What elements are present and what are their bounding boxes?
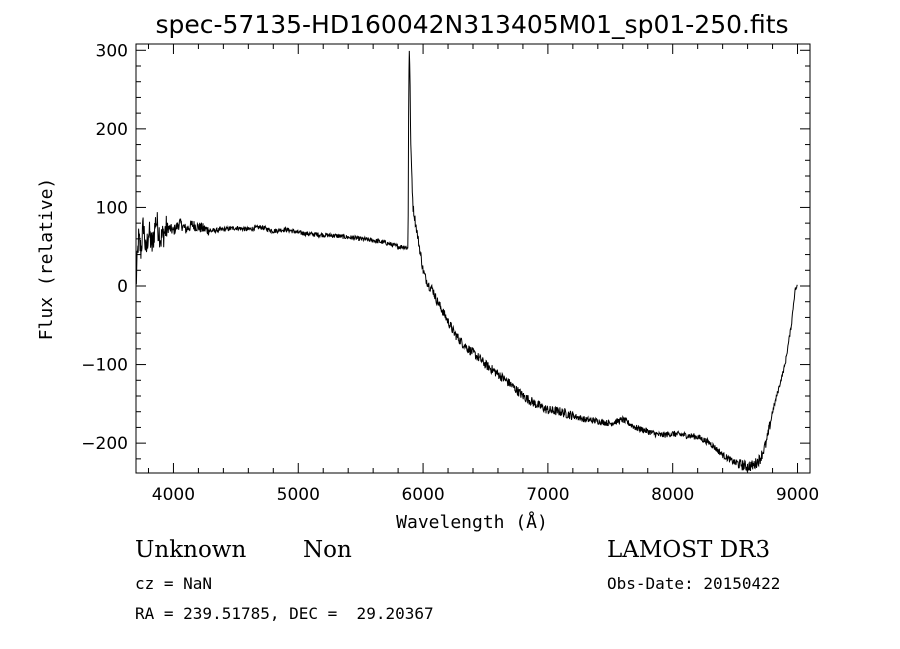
y-tick-label: 100: [96, 198, 128, 218]
x-tick-label: 5000: [277, 485, 320, 505]
y-tick-label: 300: [96, 41, 128, 61]
x-tick-labels: 4000 5000 6000 7000 8000 9000: [152, 485, 819, 505]
x-tick-label: 8000: [651, 485, 694, 505]
y-tick-label: −200: [81, 434, 128, 454]
tick-group: [136, 44, 810, 473]
x-tick-label: 4000: [152, 485, 195, 505]
x-tick-label: 7000: [526, 485, 569, 505]
y-tick-labels: −200 −100 0 100 200 300: [81, 41, 128, 454]
obs-date: Obs-Date: 20150422: [607, 574, 781, 593]
y-tick-label: 200: [96, 120, 128, 140]
x-tick-label: 9000: [776, 485, 819, 505]
chart-title: spec-57135-HD160042N313405M01_sp01-250.f…: [155, 10, 788, 39]
redshift-cz: cz = NaN: [135, 574, 213, 593]
y-axis-label: Flux (relative): [36, 178, 57, 341]
spectrum-line: [135, 50, 798, 472]
coordinates: RA = 239.51785, DEC = 29.20367: [135, 604, 434, 623]
object-class: Unknown: [135, 537, 247, 563]
x-axis-label: Wavelength (Å): [396, 511, 548, 533]
plot-frame: [135, 43, 811, 474]
y-tick-label: −100: [81, 356, 128, 376]
x-tick-label: 6000: [401, 485, 444, 505]
survey-label: LAMOST DR3: [607, 537, 771, 563]
object-subclass: Non: [303, 537, 352, 563]
y-tick-label: 0: [117, 277, 128, 297]
